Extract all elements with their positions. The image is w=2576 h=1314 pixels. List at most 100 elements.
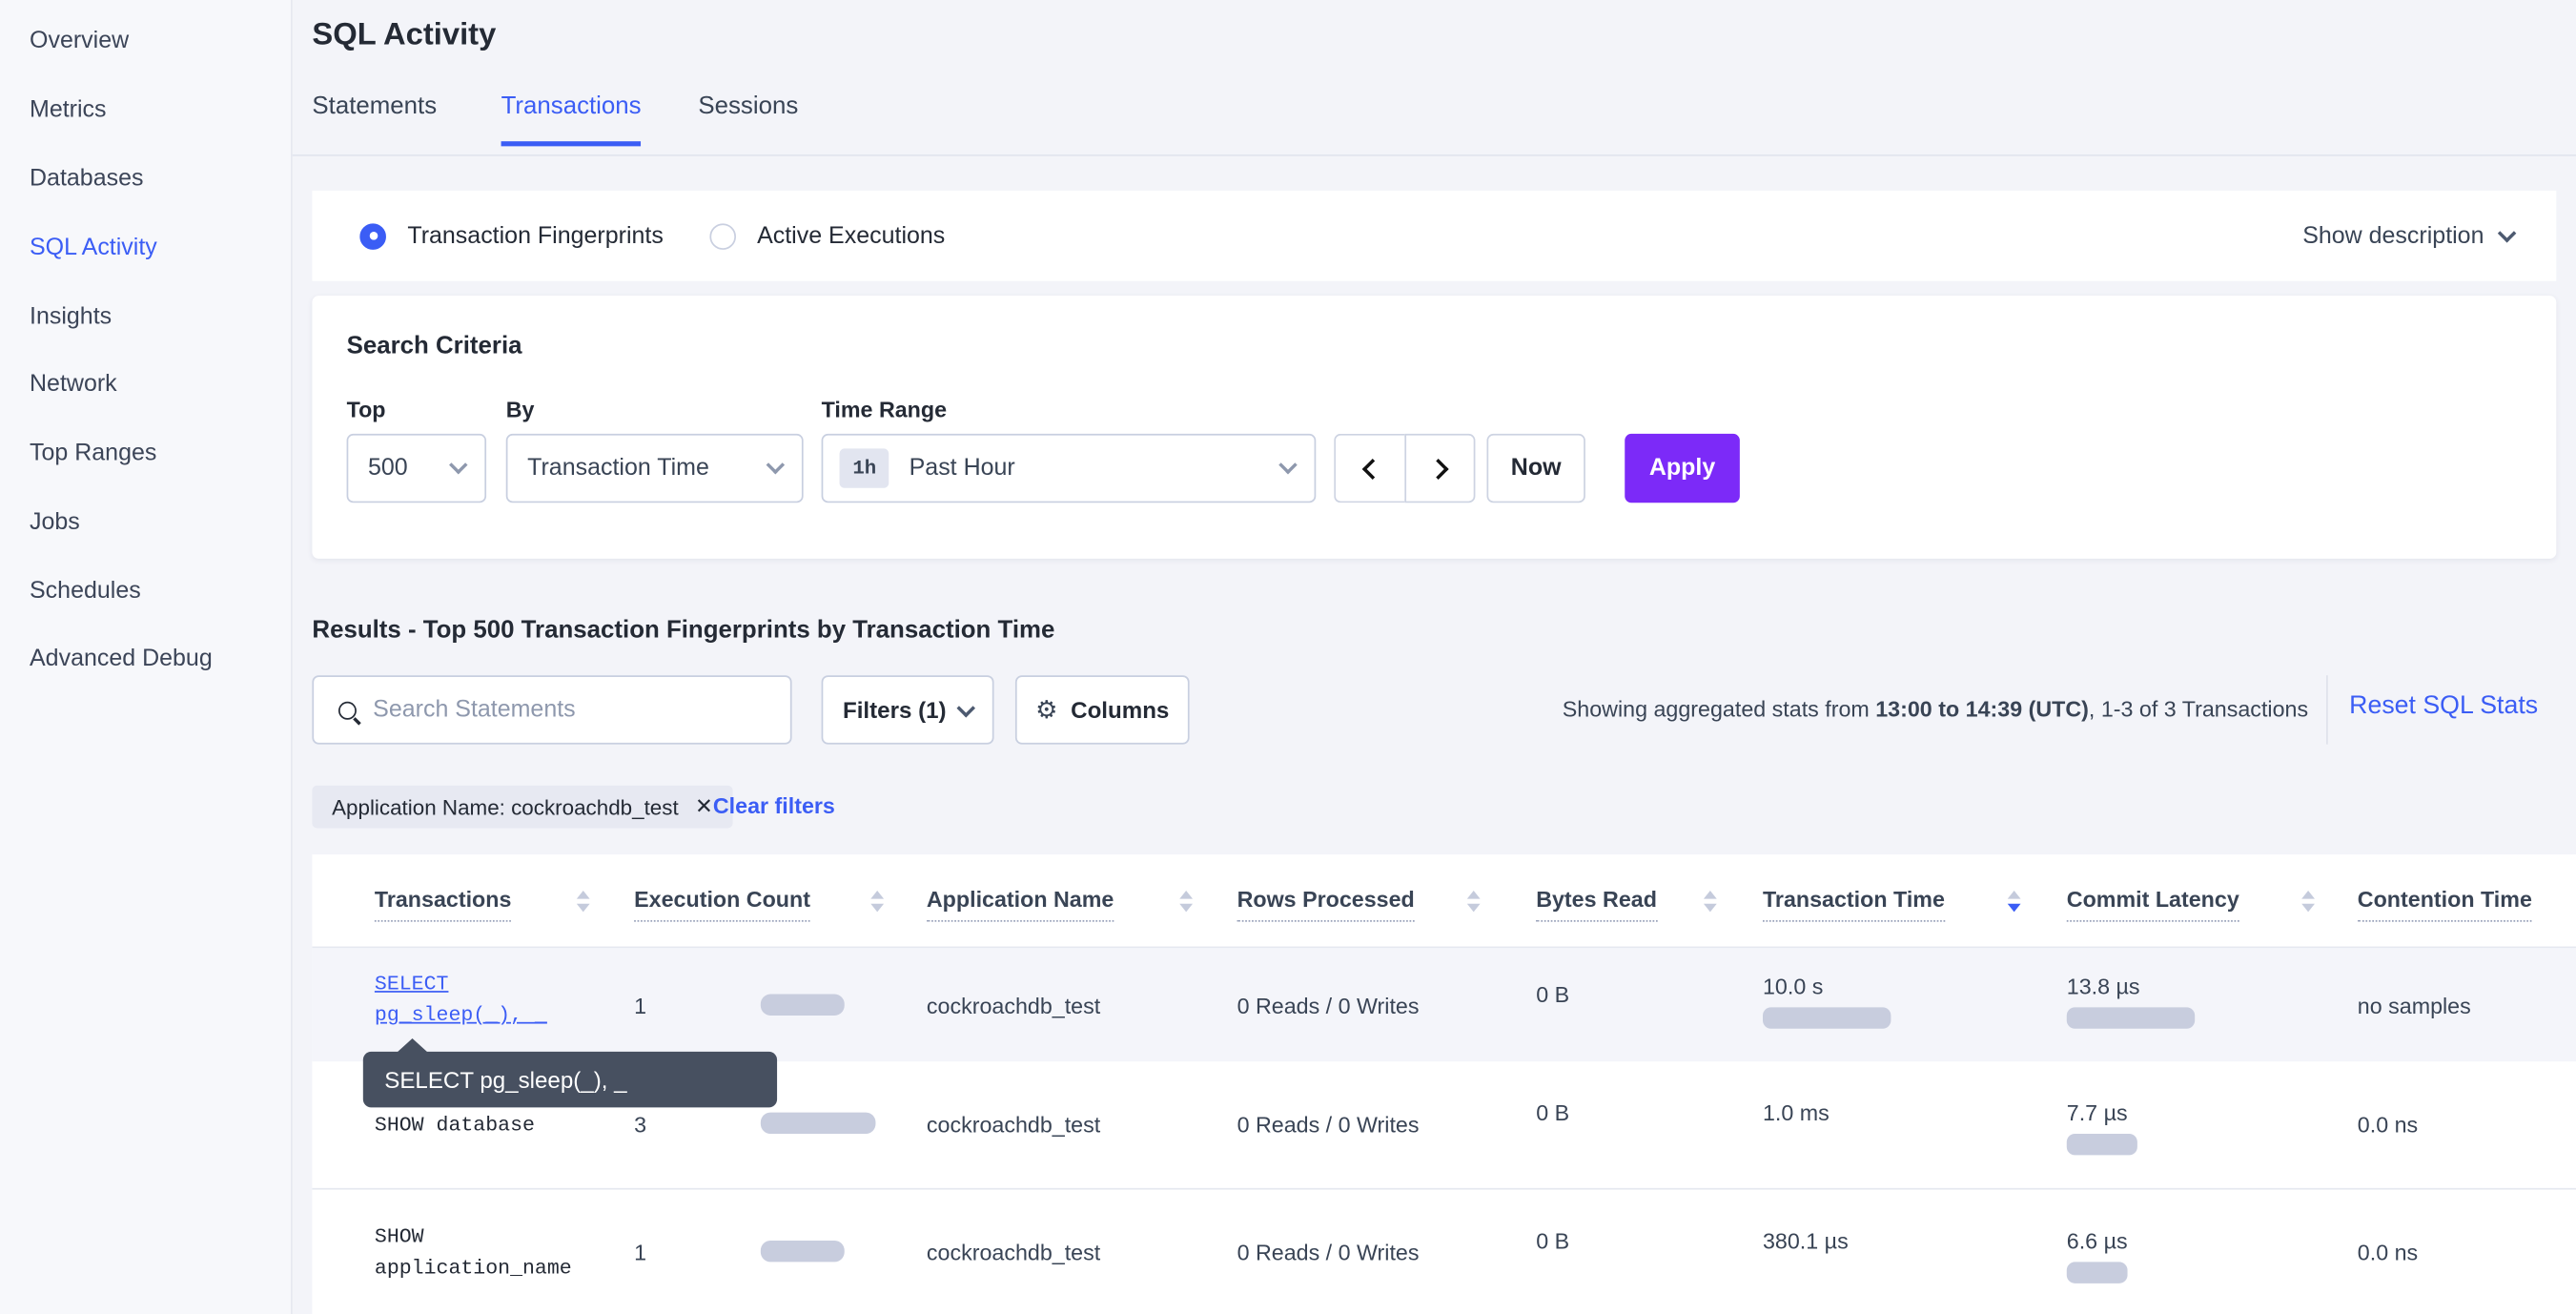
- top-select[interactable]: 500: [346, 433, 487, 503]
- chevron-down-icon: [1278, 455, 1298, 475]
- execution-count-bar: [760, 1241, 845, 1263]
- aggregated-stats-text: Showing aggregated stats from 13:00 to 1…: [1562, 696, 2309, 722]
- tab-sessions[interactable]: Sessions: [698, 92, 799, 120]
- statement-tooltip: SELECT pg_sleep(_), _: [362, 1038, 778, 1108]
- show-description-toggle[interactable]: Show description: [2302, 222, 2517, 249]
- table-row[interactable]: SHOW database 3 cockroachdb_test 0 Reads…: [312, 1061, 2576, 1188]
- radio-fingerprints-label: Transaction Fingerprints: [407, 222, 664, 250]
- sort-icon[interactable]: [1179, 890, 1194, 913]
- sort-icon[interactable]: [1703, 890, 1717, 913]
- transaction-fingerprint-text[interactable]: SHOW application_name: [374, 1225, 572, 1281]
- sidebar-item-schedules[interactable]: Schedules: [30, 578, 141, 606]
- contention-time-value: 0.0 ns: [2357, 1241, 2419, 1265]
- chevron-down-icon: [449, 455, 468, 475]
- filters-button[interactable]: Filters (1): [821, 675, 994, 745]
- chevron-left-icon: [1361, 458, 1383, 480]
- apply-button[interactable]: Apply: [1625, 433, 1740, 503]
- col-header-rows-processed[interactable]: Rows Processed: [1237, 887, 1415, 922]
- commit-latency-cell: 13.8 µs: [2066, 974, 2196, 1029]
- sidebar-item-overview[interactable]: Overview: [30, 28, 130, 54]
- reset-sql-stats-link[interactable]: Reset SQL Stats: [2349, 691, 2539, 720]
- time-range-badge: 1h: [839, 448, 889, 488]
- chevron-right-icon: [1426, 458, 1448, 480]
- table-row[interactable]: SELECT pg_sleep(_), _ 1 cockroachdb_test…: [312, 948, 2576, 1062]
- commit-latency-value: 13.8 µs: [2066, 974, 2140, 999]
- transaction-time-cell: 1.0 ms: [1763, 1101, 1830, 1126]
- tabs-divider: [292, 154, 2576, 156]
- sidebar-nav: Overview Metrics Databases SQL Activity …: [0, 0, 293, 1314]
- results-heading: Results - Top 500 Transaction Fingerprin…: [312, 616, 1055, 645]
- transaction-time-bar: [1762, 1007, 1891, 1029]
- col-header-transaction-time[interactable]: Transaction Time: [1762, 887, 1945, 922]
- sidebar-item-jobs[interactable]: Jobs: [30, 509, 80, 536]
- sort-icon[interactable]: [2301, 890, 2315, 913]
- sidebar-item-top-ranges[interactable]: Top Ranges: [30, 440, 157, 467]
- sort-icon[interactable]: [576, 890, 590, 913]
- col-header-application-name[interactable]: Application Name: [926, 887, 1114, 922]
- search-statements-box: [312, 675, 792, 745]
- col-header-contention-time[interactable]: Contention Time: [2357, 887, 2532, 922]
- sidebar-item-insights[interactable]: Insights: [30, 303, 112, 331]
- application-name-value: cockroachdb_test: [926, 1241, 1101, 1265]
- commit-latency-bar: [2066, 1262, 2128, 1283]
- commit-latency-value: 7.7 µs: [2066, 1100, 2128, 1126]
- chevron-down-icon: [2497, 223, 2517, 242]
- commit-latency-value: 6.6 µs: [2066, 1228, 2128, 1254]
- col-header-bytes-read[interactable]: Bytes Read: [1536, 887, 1657, 922]
- clear-filters-link[interactable]: Clear filters: [712, 793, 835, 819]
- commit-latency-bar: [2066, 1134, 2137, 1156]
- execution-count-value: 1: [634, 1241, 647, 1265]
- sidebar-item-databases[interactable]: Databases: [30, 166, 144, 193]
- transaction-fingerprint-text[interactable]: SHOW database: [374, 1114, 535, 1138]
- page-title: SQL Activity: [312, 17, 497, 53]
- radio-selected-icon[interactable]: [359, 222, 386, 250]
- applied-filter-label: Application Name: cockroachdb_test: [332, 794, 679, 820]
- tab-transactions[interactable]: Transactions: [501, 92, 642, 147]
- search-criteria-card: Search Criteria Top By Time Range 500 Tr…: [312, 296, 2557, 559]
- sidebar-item-advanced-debug[interactable]: Advanced Debug: [30, 646, 213, 672]
- sort-icon[interactable]: [870, 890, 885, 913]
- filters-label: Filters (1): [842, 696, 947, 724]
- commit-latency-cell: 7.7 µs: [2066, 1100, 2137, 1156]
- col-header-transactions[interactable]: Transactions: [374, 887, 512, 922]
- columns-button[interactable]: ⚙ Columns: [1014, 675, 1190, 745]
- tab-statements[interactable]: Statements: [312, 92, 438, 120]
- execution-count-bar: [760, 1112, 876, 1135]
- commit-latency-cell: 6.6 µs: [2066, 1228, 2128, 1283]
- table-row[interactable]: SHOW application_name 1 cockroachdb_test…: [312, 1187, 2576, 1314]
- commit-latency-bar: [2066, 1007, 2196, 1029]
- stats-time-range: 13:00 to 14:39 (UTC): [1875, 696, 2089, 722]
- execution-count-value: 1: [634, 994, 647, 1019]
- time-range-picker[interactable]: 1h Past Hour: [821, 433, 1317, 503]
- search-icon: [337, 700, 357, 719]
- applied-filter-chip[interactable]: Application Name: cockroachdb_test ✕: [312, 785, 733, 829]
- view-mode-bar: Transaction Fingerprints Active Executio…: [312, 190, 2557, 281]
- transaction-time-value: 1.0 ms: [1762, 1100, 1830, 1126]
- bytes-read-value: 0 B: [1536, 982, 1570, 1008]
- rows-processed-value: 0 Reads / 0 Writes: [1237, 1112, 1420, 1138]
- radio-active-executions[interactable]: Active Executions: [709, 222, 991, 250]
- sidebar-item-metrics[interactable]: Metrics: [30, 96, 107, 124]
- sort-icon-active-desc[interactable]: [2007, 890, 2021, 913]
- transaction-time-cell: 10.0 s: [1762, 975, 1891, 1029]
- radio-transaction-fingerprints[interactable]: Transaction Fingerprints: [359, 222, 709, 250]
- divider: [312, 946, 2576, 949]
- col-header-commit-latency[interactable]: Commit Latency: [2066, 887, 2239, 922]
- radio-unselected-icon[interactable]: [709, 222, 736, 250]
- columns-label: Columns: [1071, 696, 1170, 724]
- now-button[interactable]: Now: [1486, 433, 1585, 503]
- application-name-value: cockroachdb_test: [926, 994, 1101, 1019]
- col-header-execution-count[interactable]: Execution Count: [634, 887, 810, 922]
- by-select[interactable]: Transaction Time: [505, 433, 804, 503]
- sidebar-item-sql-activity[interactable]: SQL Activity: [30, 235, 157, 261]
- sidebar-item-network[interactable]: Network: [30, 371, 117, 399]
- sort-icon[interactable]: [1466, 890, 1481, 913]
- search-criteria-heading: Search Criteria: [346, 332, 522, 360]
- close-icon[interactable]: ✕: [694, 793, 713, 819]
- bytes-read-value: 0 B: [1536, 1228, 1570, 1254]
- transaction-fingerprint-link[interactable]: SELECT pg_sleep(_), _: [374, 973, 547, 1027]
- search-statements-input[interactable]: [373, 696, 751, 724]
- contention-time-value: no samples: [2357, 994, 2471, 1019]
- next-range-button[interactable]: [1404, 433, 1476, 503]
- prev-range-button[interactable]: [1334, 433, 1405, 503]
